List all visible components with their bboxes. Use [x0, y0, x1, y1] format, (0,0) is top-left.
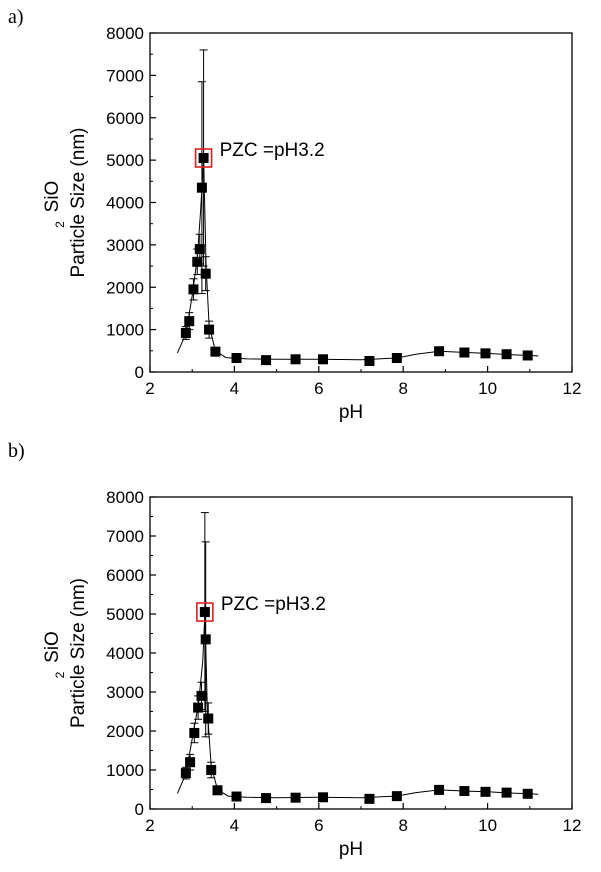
- y-tick-label: 7000: [106, 66, 144, 85]
- plot-frame: [149, 32, 573, 373]
- data-point: [290, 792, 301, 803]
- data-point: [391, 353, 402, 364]
- fit-curve: [176, 612, 539, 799]
- data-point: [522, 788, 533, 799]
- x-tick-label: 10: [478, 816, 497, 835]
- y-tick-label: 5000: [106, 605, 144, 624]
- data-point: [480, 786, 491, 797]
- y-tick-label: 0: [135, 363, 144, 382]
- data-point: [459, 786, 470, 797]
- data-point: [434, 784, 445, 795]
- chart-a: 0 1000 2000 3000 4000 5000 6000 7000 8000 2 4 6 8 10 1…: [42, 24, 582, 423]
- data-point: [185, 757, 196, 768]
- y-tick-label: 3000: [106, 236, 144, 255]
- x-tick-label: 12: [563, 379, 582, 398]
- data-point: [480, 348, 491, 359]
- pzc-highlight-box: [196, 602, 214, 622]
- x-tick-label: 10: [478, 379, 497, 398]
- x-tick-label: 2: [145, 816, 154, 835]
- data-point: [196, 182, 207, 193]
- data-point: [184, 316, 195, 327]
- data-point: [522, 350, 533, 361]
- y-tick-label: 1000: [106, 321, 144, 340]
- pzc-annotation: PZC =pH3.2: [220, 140, 325, 161]
- data-point: [206, 765, 217, 775]
- x-axis-label: pH: [339, 402, 363, 423]
- data-point: [196, 690, 207, 701]
- y-axis-label: Particle Size (nm): [68, 578, 89, 728]
- chart-b: 0 1000 2000 3000 4000 5000 6000 7000 8000 2 4 6 8 10 1…: [42, 488, 582, 860]
- data-point: [193, 702, 204, 713]
- y-axis-label-compound: SiO: [42, 631, 63, 663]
- data-point: [290, 354, 301, 365]
- pzc-highlight-box: [194, 148, 213, 168]
- data-point: [189, 727, 200, 738]
- y-axis-label: Particle Size (nm): [68, 128, 89, 278]
- data-point: [199, 607, 210, 618]
- data-point: [459, 347, 470, 358]
- data-point: [203, 713, 214, 724]
- y-tick-label: 0: [135, 800, 144, 819]
- data-point: [434, 346, 445, 357]
- y-axis-label-compound: SiO: [42, 181, 63, 213]
- data-point: [231, 353, 242, 364]
- data-point: [198, 153, 209, 164]
- fit-curve: [176, 157, 539, 361]
- y-tick-label: 1000: [106, 761, 144, 780]
- x-tick-label: 8: [398, 816, 407, 835]
- y-tick-label: 8000: [106, 488, 144, 507]
- data-point: [364, 355, 375, 366]
- data-point: [501, 349, 512, 360]
- data-point: [210, 346, 221, 357]
- data-point: [318, 354, 329, 365]
- x-tick-label: 6: [314, 816, 323, 835]
- data-point: [231, 791, 242, 802]
- y-tick-label: 4000: [106, 194, 144, 213]
- x-tick-label: 4: [230, 816, 239, 835]
- data-point: [200, 634, 211, 645]
- y-tick-label: 7000: [106, 527, 144, 546]
- x-tick-label: 6: [314, 379, 323, 398]
- data-point: [261, 355, 272, 366]
- x-tick-label: 4: [230, 379, 239, 398]
- data-point: [192, 256, 203, 267]
- x-axis-label: pH: [339, 839, 363, 860]
- data-point: [261, 793, 272, 804]
- data-point: [180, 328, 191, 339]
- data-point: [204, 324, 215, 335]
- data-point: [200, 268, 211, 279]
- data-point: [180, 768, 191, 779]
- x-tick-label: 2: [145, 379, 154, 398]
- y-tick-label: 4000: [106, 644, 144, 663]
- data-point: [188, 284, 199, 295]
- data-point: [318, 792, 329, 803]
- y-tick-label: 2000: [106, 722, 144, 741]
- y-tick-label: 3000: [106, 683, 144, 702]
- x-tick-label: 12: [563, 816, 582, 835]
- pzc-annotation: PZC =pH3.2: [221, 594, 326, 615]
- y-tick-label: 5000: [106, 151, 144, 170]
- y-axis-label-subscript: 2: [53, 671, 67, 678]
- data-point: [391, 791, 402, 802]
- panel-label-b: b): [8, 440, 25, 462]
- x-tick-label: 8: [398, 379, 407, 398]
- y-axis-label-subscript: 2: [53, 221, 67, 228]
- panel-label-a: a): [8, 6, 24, 28]
- data-point: [194, 244, 205, 255]
- y-tick-label: 8000: [106, 24, 144, 43]
- y-tick-label: 2000: [106, 278, 144, 297]
- data-point: [501, 787, 512, 798]
- data-point: [212, 785, 223, 796]
- y-tick-label: 6000: [106, 109, 144, 128]
- data-point: [364, 793, 375, 804]
- y-tick-label: 6000: [106, 566, 144, 585]
